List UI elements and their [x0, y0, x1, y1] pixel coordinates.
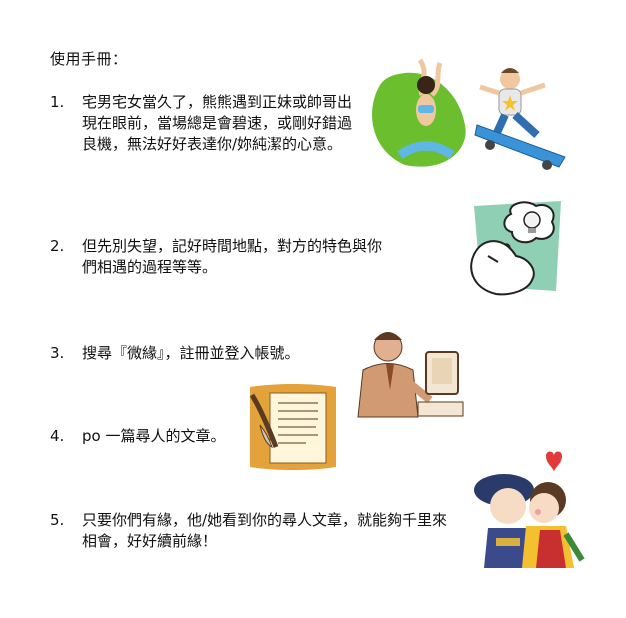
- kissing-couple-clipart: [474, 451, 585, 568]
- quill-letter-clipart: [249, 384, 336, 470]
- item-number: 4.: [50, 427, 65, 445]
- yoga-skateboard-clipart: [372, 58, 566, 170]
- item-number: 3.: [50, 344, 65, 362]
- thinking-lightbulb-clipart: [470, 201, 561, 296]
- item-text: po 一篇尋人的文章。: [82, 427, 226, 445]
- item-number: 2.: [50, 237, 65, 255]
- item-text: 宅男宅女當久了，熊熊遇到正妹或帥哥出現在眼前，當場總是會碧速，或剛好錯過良機，無…: [82, 93, 353, 153]
- item-number: 1.: [50, 93, 65, 111]
- manual-title: 使用手冊：: [50, 50, 128, 68]
- item-text: 只要你們有緣，他/她看到你的尋人文章，就能夠千里來相會，好好續前緣！: [82, 511, 448, 550]
- item-number: 5.: [50, 511, 65, 529]
- item-text: 但先別失望，記好時間地點，對方的特色與你們相遇的過程等等。: [82, 237, 383, 276]
- man-computer-clipart: [357, 332, 464, 418]
- item-text: 搜尋『微緣』，註冊並登入帳號。: [82, 344, 300, 362]
